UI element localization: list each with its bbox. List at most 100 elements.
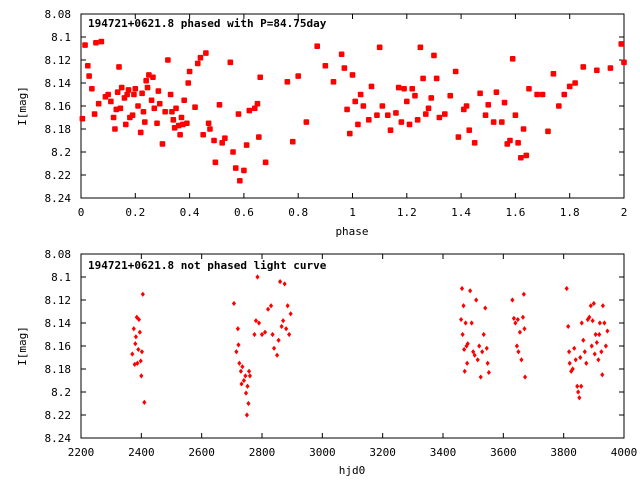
data-point <box>243 142 250 148</box>
data-point <box>603 343 608 349</box>
data-point <box>118 84 125 91</box>
y-tick-label: 8.2 <box>51 386 71 399</box>
data-point <box>475 357 480 363</box>
data-point <box>501 99 508 106</box>
y-tick-label: 8.14 <box>45 77 72 90</box>
data-point <box>472 352 477 358</box>
x-axis-label: hjd0 <box>339 464 366 477</box>
x-tick-label: 0.8 <box>288 206 308 219</box>
data-point <box>578 354 583 361</box>
data-point <box>355 121 361 128</box>
data-point <box>481 331 486 338</box>
data-point <box>216 102 223 108</box>
data-point <box>330 79 337 85</box>
data-point <box>428 95 435 101</box>
data-point <box>461 303 466 309</box>
y-tick-label: 8.14 <box>45 317 72 330</box>
data-point <box>589 343 594 349</box>
data-point <box>239 381 244 387</box>
data-point <box>522 326 527 332</box>
data-point <box>271 345 277 351</box>
data-point <box>139 373 144 379</box>
y-tick-label: 8.22 <box>45 409 72 422</box>
data-point <box>511 315 516 321</box>
data-point <box>133 334 138 340</box>
x-tick-label: 0.2 <box>125 206 145 219</box>
data-point <box>184 120 190 127</box>
data-point <box>352 98 359 105</box>
data-point <box>520 314 526 320</box>
data-point <box>477 343 482 349</box>
axis-ticks <box>80 253 625 439</box>
data-point <box>143 77 149 84</box>
data-point <box>278 279 283 285</box>
data-point <box>289 138 296 145</box>
data-point <box>414 117 421 123</box>
data-point <box>281 318 286 324</box>
data-point <box>592 351 597 357</box>
data-point <box>142 119 148 125</box>
data-point <box>314 43 321 49</box>
data-point <box>545 128 551 135</box>
data-point <box>512 112 519 118</box>
data-point <box>219 140 225 146</box>
data-point <box>235 111 242 117</box>
data-point <box>162 108 168 115</box>
data-point <box>579 383 584 389</box>
data-point <box>284 326 289 332</box>
data-point <box>251 105 258 112</box>
unphased-light-curve-chart: 8.088.18.128.148.168.188.28.228.24 2200 2… <box>16 248 637 477</box>
data-point <box>513 320 518 326</box>
data-point <box>114 89 121 95</box>
data-point <box>509 56 516 62</box>
data-point <box>262 329 268 335</box>
data-point <box>178 114 185 121</box>
data-point <box>86 73 92 79</box>
x-tick-labels: 2200 2400 2600 2800 3000 3200 3400 3600 3800 4000 <box>68 446 638 459</box>
data-point <box>459 316 464 323</box>
data-point <box>465 341 470 347</box>
data-point <box>579 320 584 326</box>
data-point <box>590 318 595 324</box>
data-point <box>252 331 257 338</box>
data-point <box>482 112 489 118</box>
data-point <box>474 297 479 303</box>
data-point <box>423 111 429 117</box>
data-point <box>135 103 141 109</box>
chart-title: 194721+0621.8 not phased light curve <box>88 259 327 272</box>
data-point <box>246 368 252 374</box>
data-point <box>526 85 532 92</box>
data-point <box>460 331 465 338</box>
data-point <box>567 360 572 366</box>
data-point <box>200 131 206 138</box>
data-point <box>471 140 478 146</box>
data-point <box>173 105 179 112</box>
data-point <box>518 154 524 161</box>
data-point <box>205 120 212 127</box>
data-point <box>186 68 193 75</box>
data-point <box>483 305 488 311</box>
data-point <box>469 320 474 326</box>
data-point <box>417 44 424 51</box>
data-point <box>463 320 468 326</box>
data-point <box>520 126 527 132</box>
x-axis-label: phase <box>335 225 368 238</box>
data-point <box>621 59 627 66</box>
data-point <box>374 112 380 118</box>
y-axis-label: I[mag] <box>16 86 29 126</box>
data-point <box>112 126 118 132</box>
data-point <box>140 291 145 297</box>
data-point <box>404 98 410 105</box>
data-point <box>270 331 275 338</box>
x-tick-label: 0.4 <box>180 206 200 219</box>
data-point <box>207 126 213 132</box>
data-point <box>486 369 491 376</box>
data-point <box>138 358 143 364</box>
data-point <box>517 329 523 335</box>
data-point <box>256 320 262 326</box>
data-point <box>573 357 578 363</box>
data-point <box>108 98 114 105</box>
data-point <box>550 71 557 77</box>
data-point <box>471 349 476 355</box>
